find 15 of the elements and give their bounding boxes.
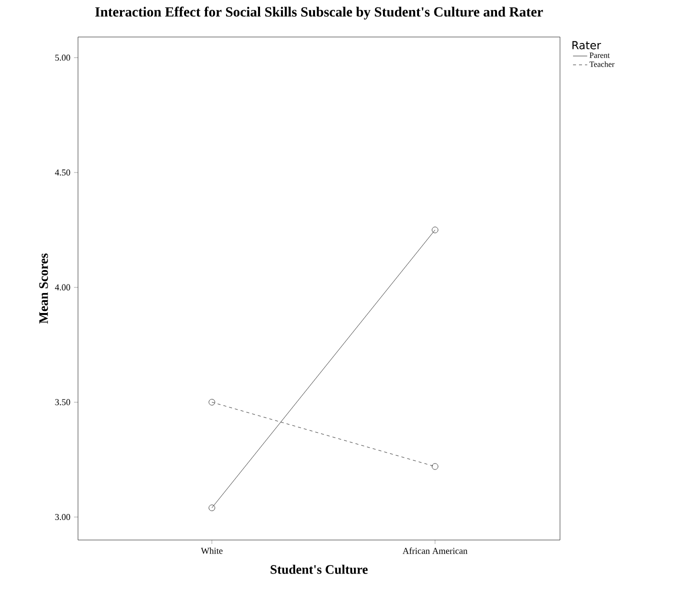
- point: [208, 504, 216, 512]
- x-axis-title: Student's Culture: [270, 564, 368, 574]
- y-axis-title: Mean Scores: [39, 254, 48, 324]
- y-tick-label: 5.00: [55, 54, 70, 61]
- point: [432, 463, 438, 470]
- point: [432, 226, 438, 234]
- y-tick-label: 3.50: [55, 399, 70, 406]
- legend-title: Rater: [572, 41, 602, 50]
- chart-title: Interaction Effect for Social Skills Subscale by Student's Culture and Rater: [95, 6, 543, 20]
- y-tick-label: 4.00: [54, 284, 70, 290]
- y-tick-label: 3.00: [55, 514, 70, 520]
- y-tick-label: 4.50: [54, 169, 70, 176]
- x-tick-label: White: [200, 548, 223, 554]
- point: [208, 398, 216, 406]
- x-tick-label: African American: [402, 548, 468, 554]
